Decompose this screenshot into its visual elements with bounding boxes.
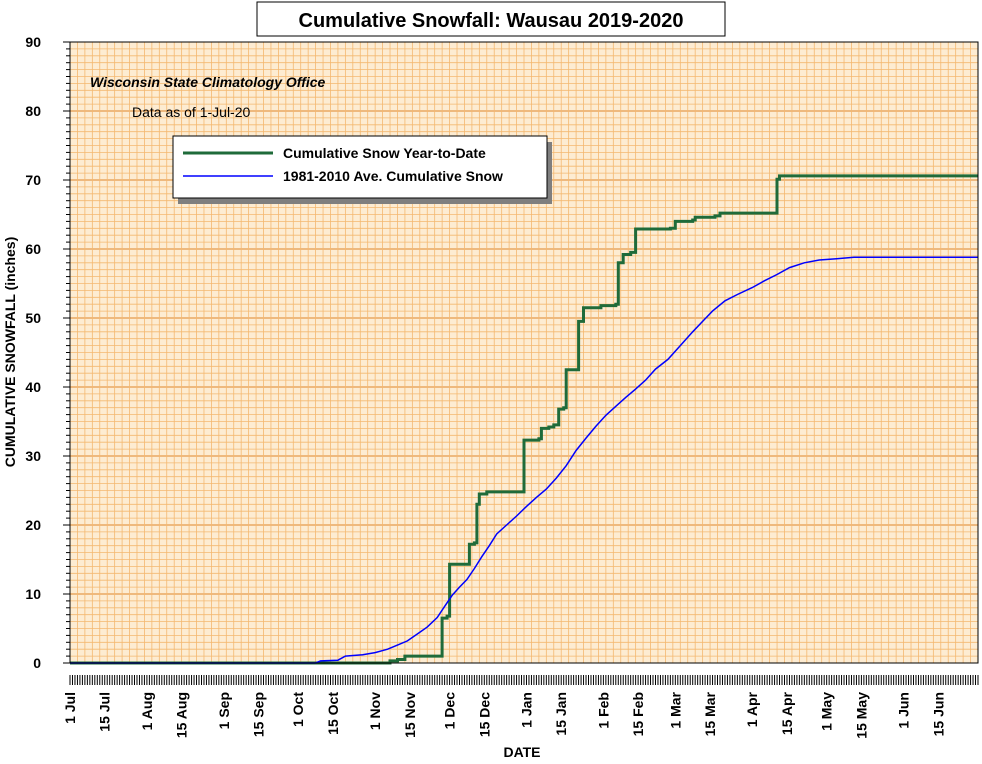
legend-label-average: 1981-2010 Ave. Cumulative Snow [283,168,503,184]
y-tick-label: 50 [25,310,41,326]
x-tick-label: 1 Jan [518,692,534,728]
y-tick-label: 80 [25,103,41,119]
x-tick-label: 15 Oct [325,692,341,735]
y-tick-label: 20 [25,517,41,533]
x-tick-label: 1 Sep [216,692,232,729]
chart-title-box: Cumulative Snowfall: Wausau 2019-2020 [256,1,726,37]
legend-box [172,135,548,199]
x-tick-label: 15 Sep [251,692,267,737]
y-tick-label: 10 [25,586,41,602]
y-axis-label: CUMULATIVE SNOWFALL (inches) [2,237,18,467]
x-tick-label: 15 Jul [97,692,113,732]
y-tick-label: 0 [33,655,41,671]
x-tick-label: 1 Dec [442,692,458,730]
x-tick-label: 1 Aug [139,692,155,730]
x-tick-label: 1 Oct [290,692,306,727]
title-frame [256,1,726,37]
annotation-organization: Wisconsin State Climatology Office [90,74,326,90]
y-tick-label: 60 [25,241,41,257]
legend: Cumulative Snow Year-to-Date 1981-2010 A… [172,135,552,204]
y-tick-label: 30 [25,448,41,464]
legend-label-snow: Cumulative Snow Year-to-Date [283,145,486,161]
x-tick-label: 15 Nov [402,692,418,738]
chart-title: Cumulative Snowfall: Wausau 2019-2020 [299,10,684,32]
x-tick-label: 15 May [853,692,869,739]
series-line-snow-ytd [70,174,978,665]
x-tick-label: 1 Jun [896,692,912,729]
x-tick-label: 15 Jun [930,692,946,736]
plot-border [69,41,979,664]
axis-ticks: 0 10 20 30 40 50 60 70 80 90 1 Jul 15 Jul 1 Aug 15 Au… [25,34,979,739]
x-axis-label: DATE [503,744,540,760]
y-tick-label: 40 [25,379,41,395]
x-tick-label: 15 Jan [553,692,569,736]
x-tick-label: 15 Mar [702,691,718,736]
x-tick-label: 1 Nov [367,692,383,730]
x-tick-label: 1 Feb [595,692,611,729]
series-layer [70,174,978,665]
x-tick-label: 15 Apr [779,691,795,735]
x-tick-label: 1 Apr [744,691,760,727]
x-tick-label: 15 Aug [174,692,190,738]
series-line-average [70,256,978,664]
x-tick-label: 15 Feb [630,692,646,736]
annotation-data-date: Data as of 1-Jul-20 [132,104,250,120]
x-tick-label: 1 Jul [62,692,78,724]
x-tick-label: 15 Dec [476,692,492,737]
x-tick-label: 1 May [819,692,835,731]
y-tick-label: 70 [25,172,41,188]
x-tick-label: 1 Mar [667,691,683,728]
y-tick-label: 90 [25,34,41,50]
